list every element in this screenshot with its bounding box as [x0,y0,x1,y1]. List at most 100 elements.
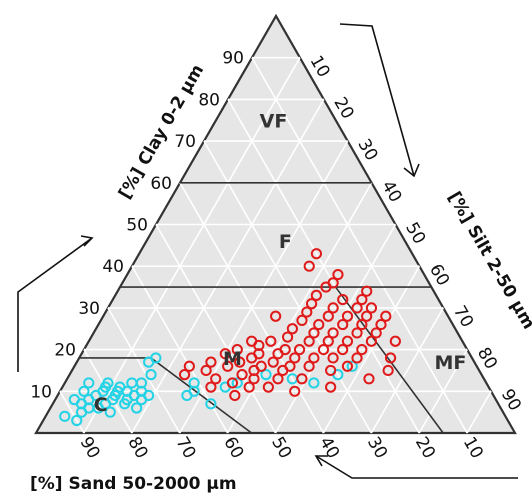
data-point [284,360,296,372]
data-point [308,327,320,339]
direction-arrows [17,23,518,479]
sand-tick-label: 10 [459,434,487,463]
data-point [361,285,373,297]
data-point [380,310,392,322]
clay-tick-label: 60 [150,174,172,194]
silt-arrow [339,23,415,177]
region-label-c: C [94,394,108,416]
data-point [104,406,116,418]
data-point [229,389,241,402]
data-point [59,410,71,422]
grid-line-silt [466,390,492,434]
data-point [270,310,282,322]
data-point [341,360,354,372]
data-point [267,356,279,368]
data-point [356,293,368,306]
data-point [246,335,258,347]
data-point [200,364,212,377]
grid-line-silt [370,307,444,434]
data-point [135,377,148,389]
data-point [83,377,95,389]
data-point [341,335,354,347]
data-point [260,369,272,381]
data-point [303,260,315,272]
data-point [265,335,277,347]
data-point [356,344,368,356]
data-point [351,302,363,314]
sand-tick-label: 30 [363,434,391,463]
data-point [327,302,339,314]
data-point [289,352,301,364]
data-point [143,389,155,402]
grid-line-sand [107,307,181,434]
data-point [322,310,334,322]
grid-line-silt [418,349,468,434]
data-point [327,327,339,339]
data-point [325,364,337,377]
data-point [346,360,358,372]
region-label-m: M [223,348,242,370]
data-point [361,310,373,322]
data-point [308,377,320,389]
sand-tick-label: 50 [267,434,295,463]
clay-tick-label: 40 [102,257,124,277]
data-point [370,327,382,339]
data-point [188,377,200,389]
data-point [255,360,267,372]
data-point [231,377,243,389]
data-point [272,373,284,385]
data-point [131,402,143,414]
data-point [210,373,222,385]
data-point [365,335,378,347]
data-point [296,373,308,385]
data-point [303,360,315,372]
grid-line-sand [251,57,468,434]
data-point [296,314,308,327]
data-point [222,360,234,372]
data-point [231,344,243,356]
data-point [351,352,363,364]
data-point [325,381,337,393]
clay-tick-label: 50 [126,216,148,236]
data-point [68,394,80,406]
data-point [332,268,344,281]
data-point [286,323,298,335]
clay-tick-label: 10 [30,382,52,402]
data-point [303,335,315,347]
sand-tick-label: 70 [171,434,199,463]
clay-tick-label: 70 [174,132,196,152]
data-point [337,318,349,331]
data-point [375,318,387,331]
data-point [236,369,248,381]
data-point [365,302,378,314]
data-point [71,414,83,427]
sand-arrow [315,455,518,479]
data-point [205,398,217,410]
data-point [243,381,255,393]
sand-tick-label: 80 [123,434,151,463]
data-point [337,293,349,306]
data-point [205,356,217,368]
grid-line-sand [59,390,85,434]
data-point [219,348,231,360]
clay-arrow-head [80,235,94,247]
data-point [305,298,318,310]
clay-tick-label: 30 [78,299,100,319]
data-point [389,335,401,347]
data-point [183,360,195,372]
data-point [308,352,320,364]
data-point [356,318,368,331]
data-point [310,248,323,260]
data-point [322,335,334,347]
clay-tick-label: 20 [54,341,76,361]
clay-tick-label: 90 [222,49,244,69]
data-point [337,344,349,356]
grid-line-silt [322,265,421,434]
data-point [310,289,322,301]
data-point [178,369,191,381]
sand-arrow-head [314,455,328,467]
data-point [262,381,274,393]
grid-line-sand [155,224,277,434]
data-point [78,385,90,397]
